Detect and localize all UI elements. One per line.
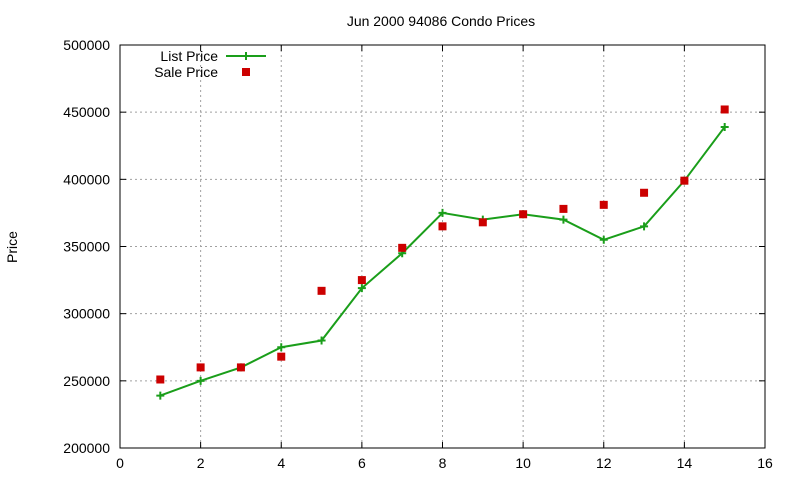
sale-price-point	[317, 286, 326, 295]
series-layer	[156, 105, 729, 400]
sale-price-point	[277, 352, 286, 361]
chart-title: Jun 2000 94086 Condo Prices	[347, 13, 535, 29]
list-price-point	[599, 235, 608, 244]
y-tick-label: 300000	[63, 306, 110, 322]
legend-label: Sale Price	[154, 64, 218, 80]
legend-label: List Price	[160, 48, 218, 64]
sale-price-point	[478, 218, 487, 227]
sale-price-point	[357, 276, 366, 285]
series-sale-price	[156, 105, 729, 384]
y-tick-label: 500000	[63, 37, 110, 53]
y-axis-label: Price	[4, 231, 20, 263]
sale-price-point	[559, 204, 568, 213]
x-tick-label: 6	[358, 455, 366, 471]
y-tick-label: 450000	[63, 104, 110, 120]
sale-price-point	[599, 200, 608, 209]
x-tick-label: 4	[277, 455, 285, 471]
x-tick-label: 0	[116, 455, 124, 471]
list-price-point	[317, 336, 326, 345]
x-tick-labels: 0 2 4 6 8 10 12 14 16	[116, 455, 773, 471]
y-tick-label: 350000	[63, 239, 110, 255]
sale-price-point	[680, 176, 689, 185]
sale-price-point	[640, 188, 649, 197]
grid-lines	[120, 45, 765, 448]
list-price-point	[720, 122, 729, 131]
sale-price-point	[156, 375, 165, 384]
list-price-point	[156, 391, 165, 400]
x-tick-label: 8	[439, 455, 447, 471]
sale-price-point	[196, 363, 205, 372]
x-tick-label: 16	[757, 455, 773, 471]
x-tick-label: 10	[515, 455, 531, 471]
y-tick-label: 400000	[63, 171, 110, 187]
sale-price-point	[236, 363, 245, 372]
x-tick-label: 2	[197, 455, 205, 471]
list-price-point	[640, 222, 649, 231]
y-tick-label: 250000	[63, 373, 110, 389]
legend-plus-marker	[242, 52, 250, 60]
sale-price-point	[720, 105, 729, 114]
list-price-point	[438, 208, 447, 217]
list-price-point	[559, 215, 568, 224]
y-tick-labels: 200000 250000 300000 350000 400000 450000 5000…	[63, 37, 110, 456]
list-price-point	[277, 343, 286, 352]
plot-frame	[119, 44, 766, 449]
list-price-point	[357, 284, 366, 293]
y-tick-label: 200000	[63, 440, 110, 456]
x-tick-label: 12	[596, 455, 612, 471]
x-tick-label: 14	[677, 455, 693, 471]
sale-price-point	[438, 222, 447, 231]
sale-price-point	[398, 243, 407, 252]
sale-price-point	[519, 210, 528, 219]
list-price-point	[196, 376, 205, 385]
legend-square-marker	[242, 68, 250, 76]
